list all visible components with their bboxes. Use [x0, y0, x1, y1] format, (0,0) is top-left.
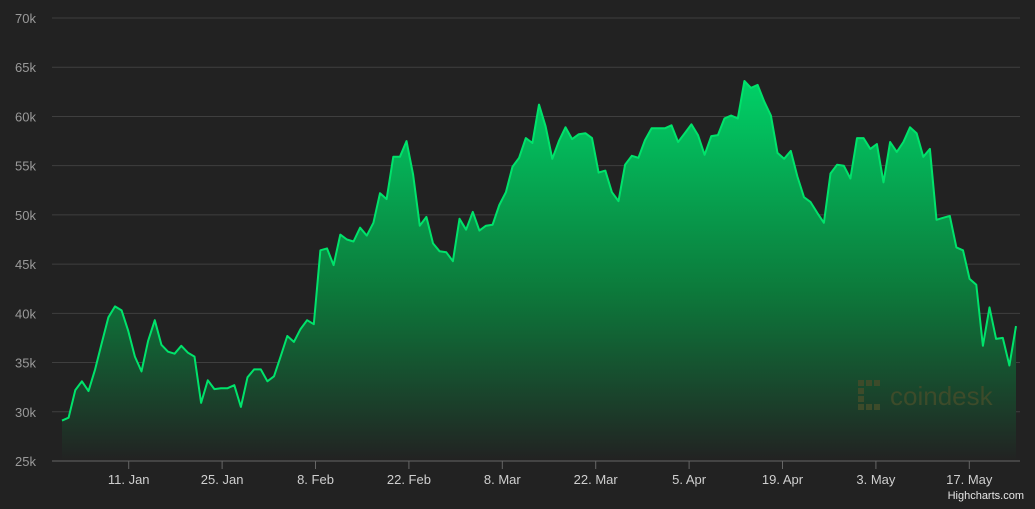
y-axis: 25k 30k 35k 40k 45k 50k 55k 60k 65k 70k: [15, 11, 36, 469]
x-tick-label: 11. Jan: [108, 472, 150, 487]
y-tick-label: 45k: [15, 257, 36, 272]
y-tick-label: 60k: [15, 109, 36, 124]
y-tick-label: 50k: [15, 208, 36, 223]
series-area: [62, 81, 1016, 461]
y-tick-label: 25k: [15, 454, 36, 469]
y-tick-label: 70k: [15, 11, 36, 26]
y-tick-label: 30k: [15, 405, 36, 420]
coindesk-watermark: coindesk: [858, 380, 994, 411]
x-tick-label: 22. Feb: [387, 472, 431, 487]
y-tick-label: 55k: [15, 159, 36, 174]
x-tick-label: 22. Mar: [574, 472, 619, 487]
x-tick-label: 3. May: [856, 472, 896, 487]
y-tick-label: 35k: [15, 356, 36, 371]
highcharts-credit[interactable]: Highcharts.com: [948, 490, 1024, 502]
x-tick-label: 8. Mar: [484, 472, 522, 487]
series-line[interactable]: [61, 80, 1017, 422]
x-tick-label: 25. Jan: [201, 472, 244, 487]
x-tick-label: 5. Apr: [672, 472, 707, 487]
series-layer: [61, 80, 1017, 461]
x-tick-label: 8. Feb: [297, 472, 334, 487]
watermark-text: coindesk: [890, 381, 994, 411]
x-tick-label: 19. Apr: [762, 472, 804, 487]
y-tick-label: 65k: [15, 60, 36, 75]
x-axis: 11. Jan 25. Jan 8. Feb 22. Feb 8. Mar 22. Mar…: [108, 461, 993, 487]
coindesk-logo-icon: [858, 380, 880, 410]
x-tick-label: 17. May: [946, 472, 993, 487]
y-tick-label: 40k: [15, 306, 36, 321]
